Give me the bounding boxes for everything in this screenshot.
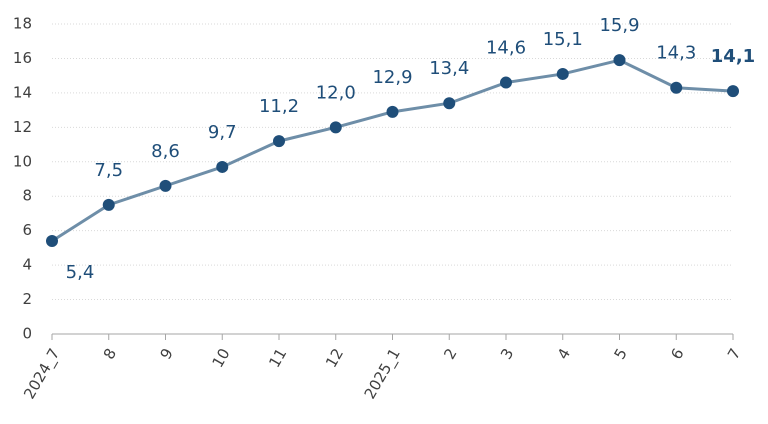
x-tick-label: 9 bbox=[156, 345, 176, 362]
data-label: 13,4 bbox=[429, 58, 469, 79]
y-tick-label: 6 bbox=[22, 221, 32, 239]
marker bbox=[273, 135, 285, 148]
x-tick-label: 5 bbox=[610, 345, 630, 362]
data-label: 8,6 bbox=[151, 141, 180, 162]
marker bbox=[216, 160, 229, 173]
marker bbox=[500, 76, 512, 89]
x-tick-label: 10 bbox=[208, 345, 233, 371]
marker bbox=[102, 198, 115, 211]
x-tick-label: 12 bbox=[322, 345, 347, 371]
data-label: 15,1 bbox=[543, 29, 583, 50]
x-tick-label: 3 bbox=[497, 345, 517, 362]
marker bbox=[329, 121, 342, 134]
y-tick-label: 4 bbox=[22, 256, 32, 274]
data-label: 12,9 bbox=[372, 67, 412, 88]
x-tick-label: 2 bbox=[440, 345, 460, 362]
y-tick-label: 14 bbox=[13, 83, 32, 101]
data-label: 5,4 bbox=[66, 262, 95, 283]
y-tick-label: 18 bbox=[13, 15, 32, 33]
marker bbox=[670, 81, 683, 94]
data-label: 11,2 bbox=[259, 96, 299, 117]
data-label: 15,9 bbox=[599, 15, 639, 36]
y-tick-label: 10 bbox=[13, 152, 32, 170]
data-label: 14,1 bbox=[711, 46, 755, 67]
data-label: 7,5 bbox=[94, 160, 123, 181]
x-tick-label: 2024_7 bbox=[20, 345, 64, 402]
x-tick-label: 8 bbox=[100, 345, 120, 362]
x-tick-label: 6 bbox=[667, 345, 687, 362]
data-label: 14,3 bbox=[656, 43, 696, 64]
x-tick-label: 11 bbox=[265, 345, 290, 371]
marker bbox=[386, 105, 399, 118]
x-tick-label: 4 bbox=[554, 345, 574, 362]
data-label: 12,0 bbox=[316, 82, 356, 103]
data-label: 14,6 bbox=[486, 38, 526, 59]
marker bbox=[159, 179, 172, 192]
marker bbox=[727, 85, 739, 98]
marker bbox=[443, 97, 456, 110]
y-tick-label: 16 bbox=[13, 49, 32, 67]
x-tick-label: 2025_1 bbox=[361, 345, 405, 402]
y-tick-label: 2 bbox=[22, 290, 32, 308]
y-tick-label: 8 bbox=[22, 187, 32, 205]
y-tick-label: 0 bbox=[22, 325, 32, 343]
y-tick-label: 12 bbox=[13, 118, 32, 136]
marker bbox=[556, 67, 569, 80]
marker bbox=[46, 235, 58, 247]
data-label: 9,7 bbox=[208, 122, 237, 143]
x-tick-label: 7 bbox=[724, 345, 744, 362]
marker bbox=[613, 54, 626, 67]
